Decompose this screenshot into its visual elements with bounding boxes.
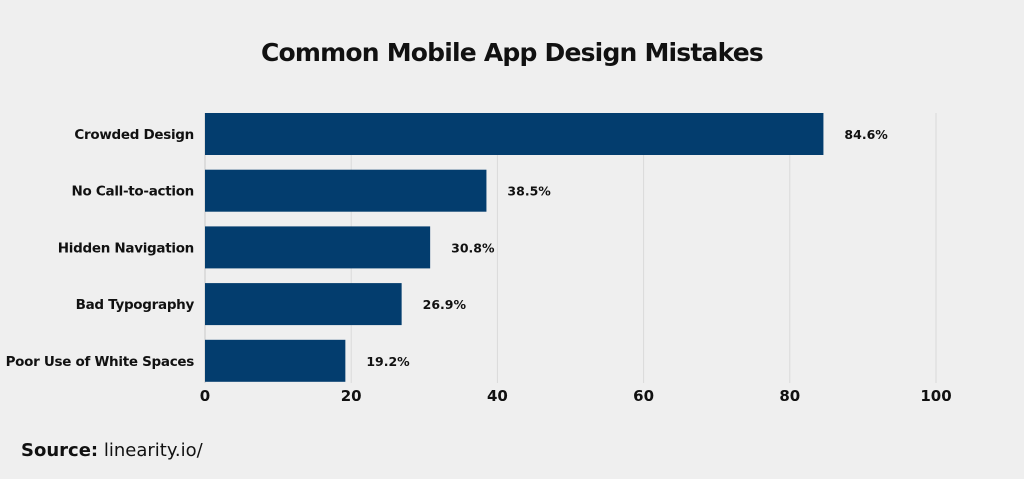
category-label: Hidden Navigation xyxy=(58,240,194,256)
bar xyxy=(205,113,824,155)
data-label: 19.2% xyxy=(366,354,410,369)
bar xyxy=(205,339,346,382)
source-label: Source: xyxy=(21,440,99,461)
x-tick-label: 0 xyxy=(200,387,210,405)
category-label: Bad Typography xyxy=(76,297,195,313)
x-tick-label: 100 xyxy=(920,387,951,405)
source-note: Source: linearity.io/ xyxy=(21,440,203,461)
x-tick-label: 60 xyxy=(633,387,654,405)
x-tick-label: 80 xyxy=(779,387,800,405)
bar xyxy=(205,283,402,326)
category-label: No Call-to-action xyxy=(72,184,194,200)
data-label: 38.5% xyxy=(507,184,551,199)
category-label: Poor Use of White Spaces xyxy=(6,354,195,370)
data-label: 26.9% xyxy=(423,297,467,312)
bar xyxy=(205,226,431,269)
category-label: Crowded Design xyxy=(74,127,194,143)
x-tick-label: 40 xyxy=(487,387,508,405)
x-tick-label: 20 xyxy=(341,387,362,405)
data-label: 84.6% xyxy=(844,127,888,142)
source-value: linearity.io/ xyxy=(103,440,203,461)
bar xyxy=(205,169,487,212)
data-label: 30.8% xyxy=(451,240,495,255)
chart-title: Common Mobile App Design Mistakes xyxy=(261,38,764,67)
